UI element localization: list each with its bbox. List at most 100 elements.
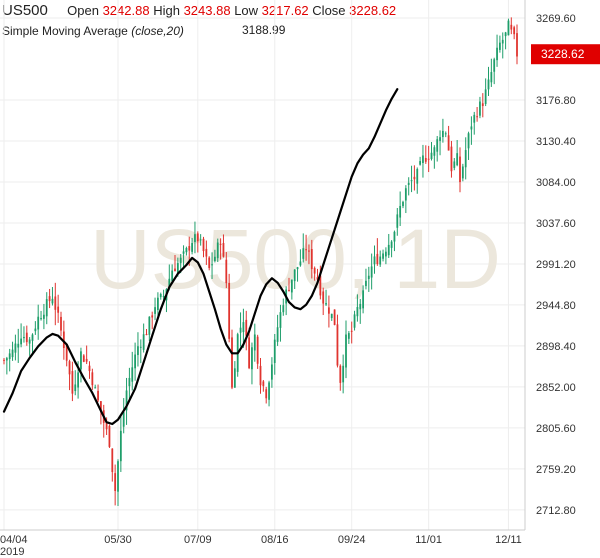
candle [94, 384, 97, 389]
candle [8, 348, 11, 372]
open-label: Open [67, 3, 99, 18]
candle [202, 236, 205, 258]
price-tick-label: 2712.80 [536, 505, 576, 517]
candle [148, 316, 151, 342]
candle [248, 327, 250, 370]
candle [282, 298, 285, 316]
candle [157, 292, 159, 317]
low-label: Low [234, 3, 259, 18]
price-tick-label: 2805.60 [536, 423, 576, 435]
candle [97, 384, 99, 403]
candle [456, 140, 459, 167]
candle [490, 58, 493, 87]
candle [365, 268, 367, 290]
candle [433, 145, 436, 169]
symbol-label: US500 [2, 2, 48, 19]
candle [436, 136, 439, 162]
candle [256, 334, 259, 369]
sma-line [2, 88, 399, 426]
candle [228, 273, 231, 343]
time-tick-label: 09/24 [338, 534, 366, 546]
candle [211, 252, 213, 280]
candle [350, 321, 353, 344]
candle [444, 131, 447, 138]
candle [182, 245, 185, 269]
candle [31, 333, 34, 356]
price-tick-label: 3084.00 [536, 177, 576, 189]
candle [516, 24, 518, 65]
candle [396, 207, 399, 236]
candle [45, 292, 48, 325]
candle [14, 334, 17, 361]
time-tick-label: 11/01 [415, 534, 442, 546]
candle [17, 328, 20, 363]
candle [499, 35, 501, 53]
candles [3, 17, 518, 506]
candle [399, 191, 402, 226]
candle [296, 266, 299, 282]
candle [339, 364, 342, 391]
candle [496, 34, 498, 67]
candle [108, 424, 111, 448]
candle [231, 329, 233, 390]
candle [476, 107, 478, 122]
candle [285, 286, 288, 316]
last-price-value: 3228.62 [541, 47, 585, 61]
candle [88, 361, 91, 379]
candle [467, 131, 470, 160]
candle [74, 370, 77, 396]
candle [347, 331, 350, 344]
candle [191, 237, 193, 255]
candle [253, 323, 256, 362]
last-price-tag: 3228.62 [531, 44, 600, 65]
candle [259, 358, 262, 394]
candle [305, 234, 307, 261]
candle [376, 238, 379, 266]
candle [385, 247, 387, 265]
candle [464, 137, 467, 180]
candle [251, 342, 253, 385]
candle [322, 287, 325, 316]
sma-label: Simple Moving Average [2, 24, 128, 38]
candle [119, 416, 122, 472]
candle [145, 329, 148, 336]
price-axis[interactable]: 3269.60 3176.80 3130.40 3084.00 3037.60 2991.… [536, 13, 576, 517]
candle [313, 266, 316, 281]
candle [23, 326, 25, 343]
price-tick-label: 2898.40 [536, 341, 576, 353]
candle [219, 238, 222, 260]
candle [137, 332, 139, 367]
candle [245, 310, 248, 351]
candle [387, 233, 390, 258]
candle [299, 249, 302, 267]
candle [439, 130, 441, 156]
candle [424, 145, 427, 164]
candle [356, 294, 359, 322]
last-price-tag-bg [531, 44, 600, 65]
candle [3, 358, 5, 365]
candle [154, 297, 156, 321]
price-tick-label: 2759.20 [536, 464, 576, 476]
candle [117, 459, 119, 506]
time-tick-label: 07/09 [184, 534, 212, 546]
legend-row-price: US500 Open 3242.88 High 3243.88 Low 3217… [2, 2, 396, 19]
candle [447, 125, 450, 151]
candle [34, 321, 37, 335]
candle [379, 250, 382, 267]
time-tick-label: 08/16 [261, 534, 289, 546]
candle [54, 282, 57, 326]
candle [37, 304, 40, 340]
candle [493, 57, 496, 85]
candle [481, 93, 484, 118]
candle [390, 240, 393, 258]
candle [82, 354, 85, 363]
candle [513, 25, 516, 40]
time-tick-label: 05/30 [104, 534, 132, 546]
candle [225, 252, 228, 289]
candle [470, 116, 473, 145]
price-tick-label: 3176.80 [536, 95, 576, 107]
candle [20, 323, 22, 348]
candle [302, 233, 305, 263]
